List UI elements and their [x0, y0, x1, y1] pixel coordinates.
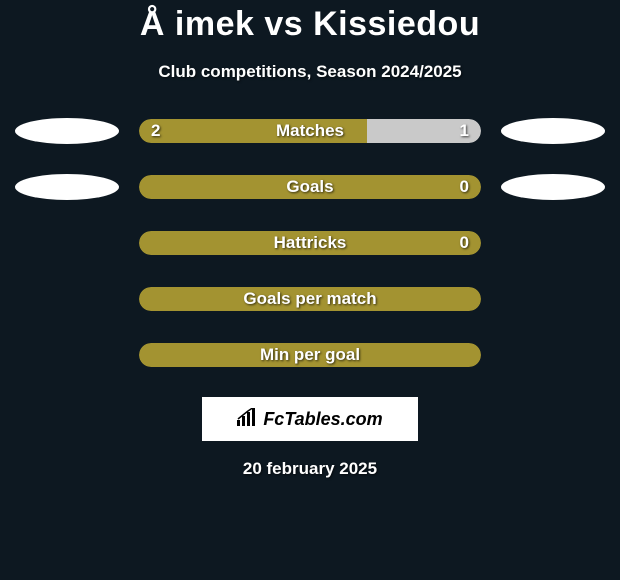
player-right-marker	[501, 230, 605, 256]
player-left-marker	[15, 230, 119, 256]
comparison-row: Goals per match	[0, 285, 620, 313]
player-right-marker	[501, 118, 605, 144]
stat-label: Min per goal	[139, 343, 481, 367]
date-label: 20 february 2025	[0, 459, 620, 479]
stat-bar: Hattricks0	[139, 231, 481, 255]
comparison-rows: 2Matches1Goals0Hattricks0Goals per match…	[0, 117, 620, 369]
stat-label: Hattricks	[139, 231, 481, 255]
page-subtitle: Club competitions, Season 2024/2025	[0, 62, 620, 82]
player-left-marker	[15, 342, 119, 368]
stat-label: Goals per match	[139, 287, 481, 311]
stat-bar: 2Matches1	[139, 119, 481, 143]
stat-right-value: 1	[460, 119, 469, 143]
comparison-row: 2Matches1	[0, 117, 620, 145]
player-left-marker	[15, 118, 119, 144]
stat-bar: Goals per match	[139, 287, 481, 311]
page-title: Å imek vs Kissiedou	[0, 5, 620, 44]
chart-icon	[237, 408, 259, 431]
player-right-marker	[501, 286, 605, 312]
comparison-row: Goals0	[0, 173, 620, 201]
stat-right-value: 0	[460, 231, 469, 255]
player-left-marker	[15, 174, 119, 200]
stat-label: Goals	[139, 175, 481, 199]
watermark: FcTables.com	[202, 397, 418, 441]
comparison-row: Hattricks0	[0, 229, 620, 257]
comparison-row: Min per goal	[0, 341, 620, 369]
watermark-text: FcTables.com	[263, 409, 382, 430]
player-right-marker	[501, 342, 605, 368]
stat-right-value: 0	[460, 175, 469, 199]
player-right-marker	[501, 174, 605, 200]
stat-bar: Goals0	[139, 175, 481, 199]
stat-label: Matches	[139, 119, 481, 143]
stat-bar: Min per goal	[139, 343, 481, 367]
player-left-marker	[15, 286, 119, 312]
